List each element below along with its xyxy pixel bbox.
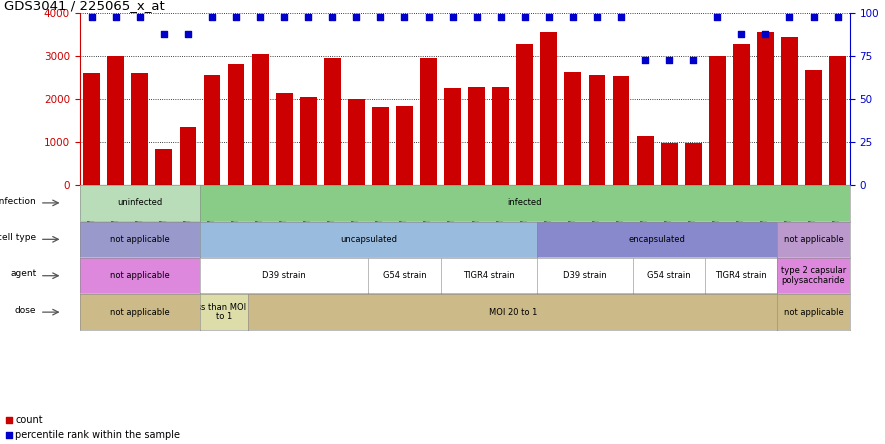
Text: G54 strain: G54 strain [647,271,691,280]
Bar [565,72,581,185]
Bar [276,93,293,185]
Point [277,13,291,20]
Text: not applicable: not applicable [110,308,170,317]
Bar [661,143,678,185]
Point [566,13,580,20]
Bar [156,149,173,185]
Point [735,30,749,37]
Point [518,13,532,20]
Bar [757,32,773,185]
Text: D39 strain: D39 strain [262,271,306,280]
Point [710,13,724,20]
Point [253,13,267,20]
Bar [589,75,605,185]
Text: count: count [16,415,43,425]
Bar [733,44,750,185]
Bar [227,64,244,185]
Point [830,13,844,20]
Bar [131,73,148,185]
Text: TIGR4 strain: TIGR4 strain [463,271,514,280]
Point [638,56,652,63]
Text: encapsulated: encapsulated [628,235,686,244]
Bar [805,70,822,185]
Point [2,416,16,424]
Bar [709,56,726,185]
Text: GDS3041 / 225065_x_at: GDS3041 / 225065_x_at [4,0,165,12]
Bar [541,32,558,185]
Point [229,13,243,20]
Bar [444,88,461,185]
Point [325,13,339,20]
Bar [324,59,341,185]
Bar [180,127,196,185]
Text: cell type: cell type [0,233,36,242]
Point [782,13,796,20]
Text: uncapsulated: uncapsulated [340,235,396,244]
Bar [251,54,268,185]
Bar [396,106,413,185]
Point [806,13,820,20]
Point [397,13,412,20]
Point [205,13,219,20]
Point [494,13,508,20]
Point [445,13,459,20]
Text: not applicable: not applicable [783,235,843,244]
Bar [372,107,389,185]
Point [2,431,16,438]
Text: less than MOI 20
to 1: less than MOI 20 to 1 [189,303,259,321]
Text: not applicable: not applicable [783,308,843,317]
Text: G54 strain: G54 strain [382,271,427,280]
Point [157,30,171,37]
Bar [781,37,798,185]
Point [421,13,435,20]
Bar [300,97,317,185]
Bar [107,56,124,185]
Text: dose: dose [15,306,36,315]
Point [662,56,676,63]
Point [542,13,556,20]
Bar [492,87,509,185]
Point [758,30,773,37]
Text: uninfected: uninfected [117,198,163,207]
Bar [612,75,629,185]
Bar [516,44,533,185]
Bar [829,56,846,185]
Bar [348,99,365,185]
Point [85,13,99,20]
Text: not applicable: not applicable [110,235,170,244]
Text: agent: agent [10,270,36,278]
Text: TIGR4 strain: TIGR4 strain [715,271,767,280]
Point [350,13,364,20]
Point [470,13,484,20]
Point [373,13,388,20]
Point [181,30,195,37]
Text: D39 strain: D39 strain [563,271,607,280]
Bar [83,73,100,185]
Text: percentile rank within the sample: percentile rank within the sample [16,429,181,440]
Point [109,13,123,20]
Text: not applicable: not applicable [110,271,170,280]
Bar [685,143,702,185]
Text: type 2 capsular
polysaccharide: type 2 capsular polysaccharide [781,266,846,285]
Point [133,13,147,20]
Bar [420,59,437,185]
Text: infection: infection [0,197,36,206]
Text: MOI 20 to 1: MOI 20 to 1 [489,308,537,317]
Bar [636,136,653,185]
Bar [204,75,220,185]
Point [301,13,315,20]
Point [686,56,700,63]
Point [590,13,604,20]
Text: infected: infected [507,198,542,207]
Point [614,13,628,20]
Bar [468,87,485,185]
